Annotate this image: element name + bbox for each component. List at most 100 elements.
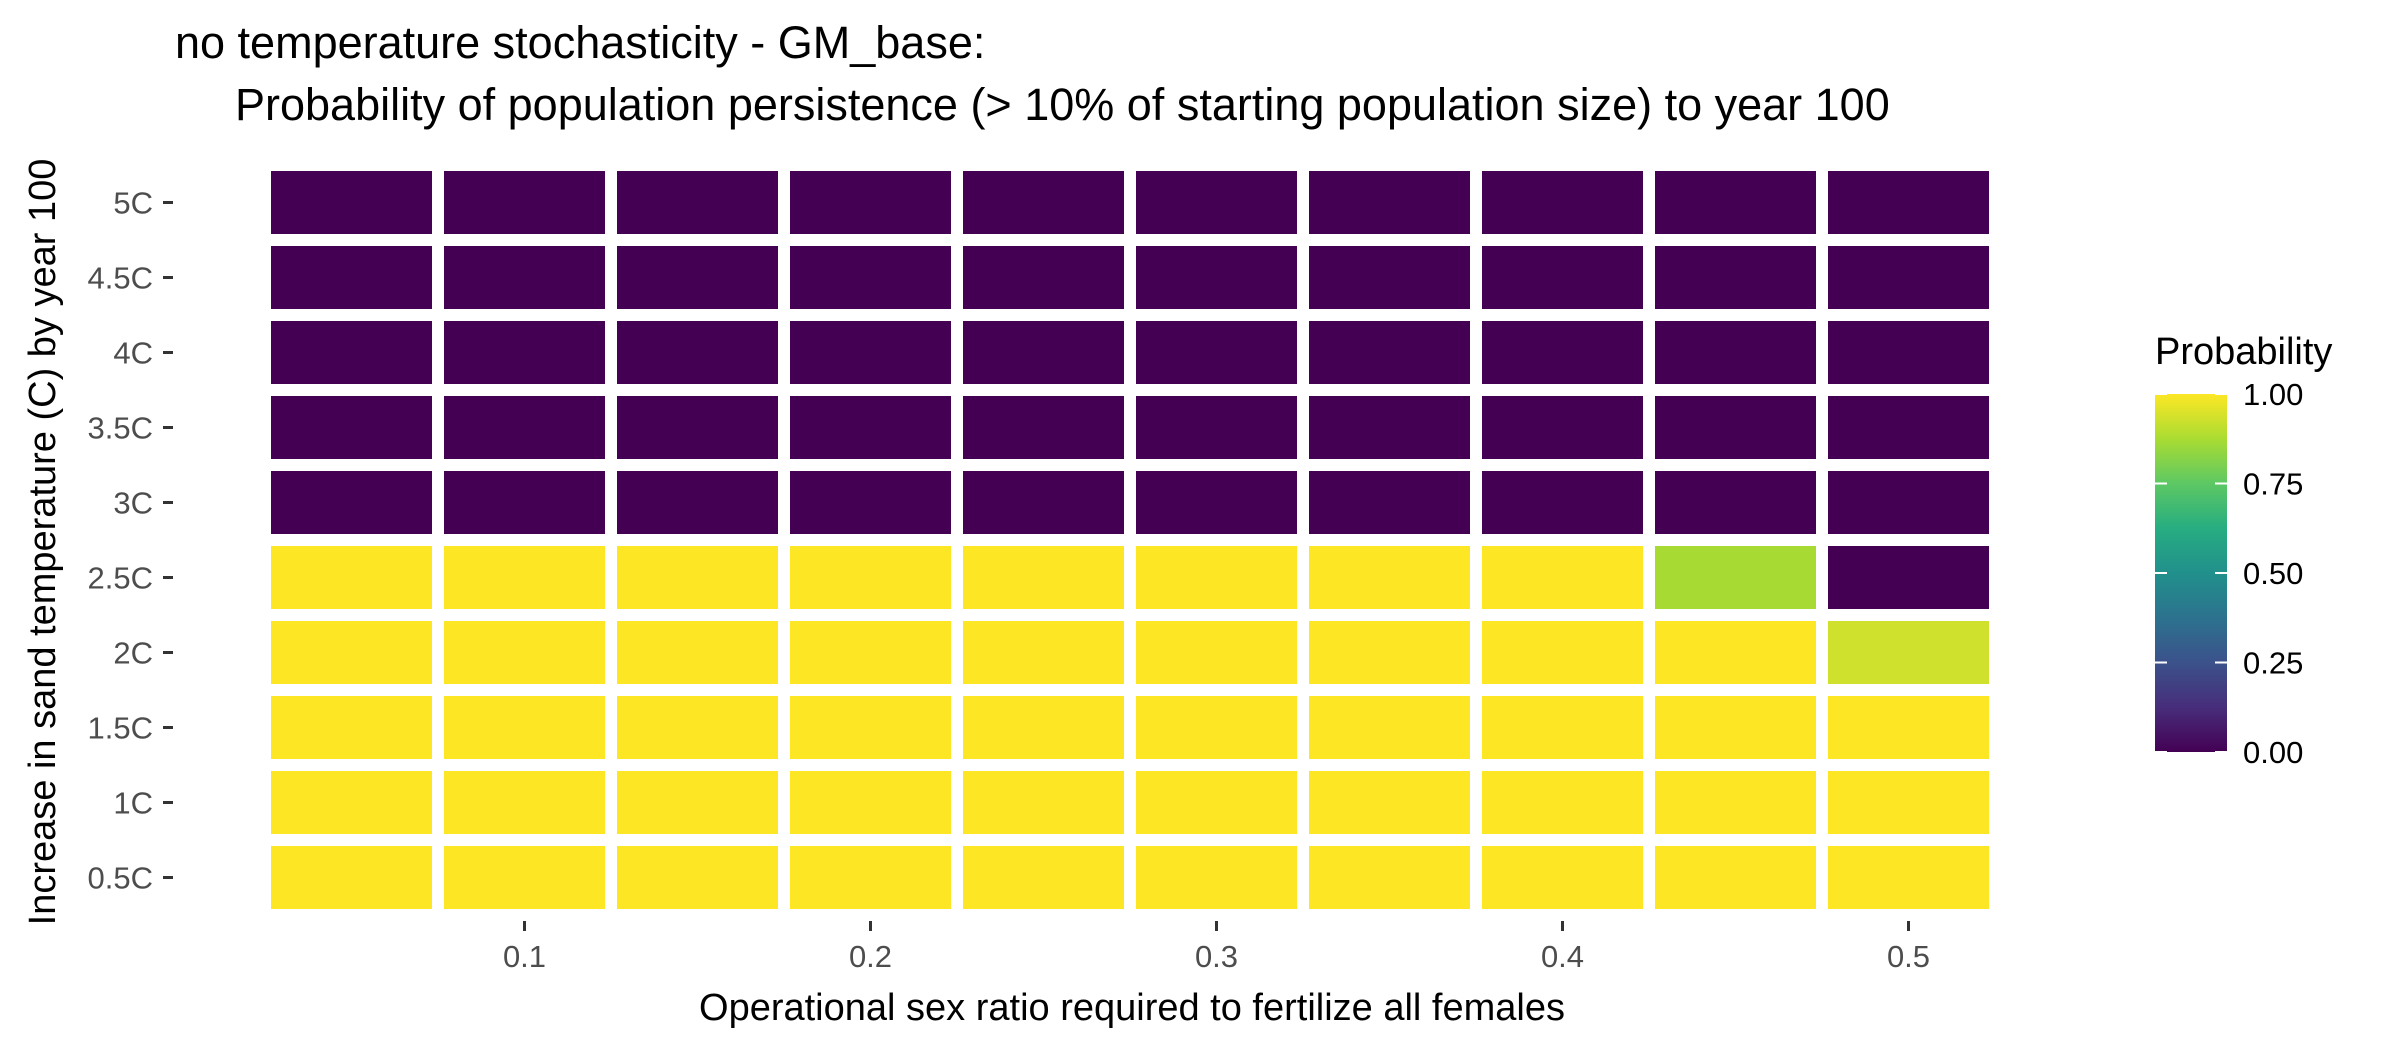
- y-tick-label: 1C: [113, 786, 153, 821]
- heatmap-tile-3C-x0.3: [1136, 471, 1297, 534]
- heatmap-tile-3C-x0.25: [963, 471, 1124, 534]
- heatmap-tile-0_5C-x0.4: [1482, 846, 1643, 909]
- heatmap-tile-1C-x0.1: [444, 771, 605, 834]
- chart-title-line2: Probability of population persistence (>…: [235, 79, 1890, 130]
- y-tick-label: 1.5C: [88, 711, 153, 746]
- y-tick-label: 3.5C: [88, 411, 153, 446]
- y-axis: 0.5C 1C 1.5C 2C 2.5C 3C 3.5C 4C 4.5C 5C: [88, 186, 173, 896]
- y-tick-label: 5C: [113, 186, 153, 221]
- heatmap-tile-1C-x0.45: [1655, 771, 1816, 834]
- heatmap-tile-1_5C-x0.4: [1482, 696, 1643, 759]
- heatmap-tile-2_5C-x0.35: [1309, 546, 1470, 609]
- heatmap-tile-2_5C-x0.15: [617, 546, 778, 609]
- heatmap-tile-1C-x0.3: [1136, 771, 1297, 834]
- x-tick-label: 0.2: [849, 939, 892, 974]
- heatmap-tile-0_5C-x0.3: [1136, 846, 1297, 909]
- heatmap-tile-4C-x0.05: [271, 321, 432, 384]
- heatmap-tile-2C-x0.15: [617, 621, 778, 684]
- heatmap-tile-1_5C-x0.3: [1136, 696, 1297, 759]
- y-tick-label: 2.5C: [88, 561, 153, 596]
- heatmap-tile-3C-x0.4: [1482, 471, 1643, 534]
- heatmap-tile-4_5C-x0.2: [790, 246, 951, 309]
- heatmap-tiles: [271, 171, 1989, 909]
- legend-tick-label: 1.00: [2243, 377, 2303, 412]
- heatmap-tile-1C-x0.35: [1309, 771, 1470, 834]
- heatmap-tile-3_5C-x0.4: [1482, 396, 1643, 459]
- heatmap-tile-0_5C-x0.5: [1828, 846, 1989, 909]
- heatmap-tile-3C-x0.45: [1655, 471, 1816, 534]
- heatmap-tile-1_5C-x0.2: [790, 696, 951, 759]
- heatmap-tile-1C-x0.5: [1828, 771, 1989, 834]
- heatmap-tile-1_5C-x0.25: [963, 696, 1124, 759]
- heatmap-tile-3C-x0.2: [790, 471, 951, 534]
- x-tick-label: 0.1: [503, 939, 546, 974]
- heatmap-tile-4C-x0.3: [1136, 321, 1297, 384]
- heatmap-tile-2C-x0.05: [271, 621, 432, 684]
- legend-title: Probability: [2155, 331, 2332, 373]
- heatmap-tile-5C-x0.5: [1828, 171, 1989, 234]
- legend-tick-label: 0.00: [2243, 735, 2303, 770]
- heatmap-tile-4C-x0.15: [617, 321, 778, 384]
- heatmap-tile-1_5C-x0.05: [271, 696, 432, 759]
- heatmap-tile-4C-x0.4: [1482, 321, 1643, 384]
- legend-tick-label: 0.25: [2243, 646, 2303, 681]
- heatmap-tile-1C-x0.25: [963, 771, 1124, 834]
- heatmap-tile-3_5C-x0.25: [963, 396, 1124, 459]
- heatmap-tile-4_5C-x0.5: [1828, 246, 1989, 309]
- heatmap-tile-4_5C-x0.1: [444, 246, 605, 309]
- heatmap-tile-1C-x0.4: [1482, 771, 1643, 834]
- heatmap-tile-3C-x0.1: [444, 471, 605, 534]
- heatmap-tile-5C-x0.2: [790, 171, 951, 234]
- heatmap-tile-4_5C-x0.35: [1309, 246, 1470, 309]
- x-tick-label: 0.4: [1541, 939, 1584, 974]
- heatmap-tile-2C-x0.3: [1136, 621, 1297, 684]
- heatmap-tile-2_5C-x0.3: [1136, 546, 1297, 609]
- heatmap-tile-4C-x0.2: [790, 321, 951, 384]
- legend-tick-label: 0.75: [2243, 467, 2303, 502]
- heatmap-tile-4C-x0.45: [1655, 321, 1816, 384]
- heatmap-tile-5C-x0.3: [1136, 171, 1297, 234]
- heatmap-tile-3C-x0.15: [617, 471, 778, 534]
- heatmap-tile-0_5C-x0.1: [444, 846, 605, 909]
- heatmap-tile-0_5C-x0.2: [790, 846, 951, 909]
- heatmap-tile-2C-x0.35: [1309, 621, 1470, 684]
- heatmap-tile-3C-x0.05: [271, 471, 432, 534]
- heatmap-tile-5C-x0.1: [444, 171, 605, 234]
- heatmap-tile-3_5C-x0.45: [1655, 396, 1816, 459]
- heatmap-tile-1_5C-x0.1: [444, 696, 605, 759]
- heatmap-tile-3_5C-x0.05: [271, 396, 432, 459]
- heatmap-tile-4_5C-x0.25: [963, 246, 1124, 309]
- heatmap-tile-0_5C-x0.25: [963, 846, 1124, 909]
- legend-tick-label: 0.50: [2243, 556, 2303, 591]
- y-tick-label: 0.5C: [88, 861, 153, 896]
- heatmap-tile-1C-x0.15: [617, 771, 778, 834]
- heatmap-tile-1_5C-x0.35: [1309, 696, 1470, 759]
- heatmap-tile-5C-x0.05: [271, 171, 432, 234]
- heatmap-tile-4_5C-x0.3: [1136, 246, 1297, 309]
- heatmap-tile-2_5C-x0.25: [963, 546, 1124, 609]
- heatmap-tile-3_5C-x0.35: [1309, 396, 1470, 459]
- heatmap-tile-2_5C-x0.5: [1828, 546, 1989, 609]
- heatmap-tile-2_5C-x0.45: [1655, 546, 1816, 609]
- chart-title-line1: no temperature stochasticity - GM_base:: [175, 17, 985, 68]
- heatmap-tile-4_5C-x0.45: [1655, 246, 1816, 309]
- heatmap-tile-5C-x0.15: [617, 171, 778, 234]
- y-tick-label: 4C: [113, 336, 153, 371]
- heatmap-tile-5C-x0.25: [963, 171, 1124, 234]
- x-tick-label: 0.3: [1195, 939, 1238, 974]
- heatmap-tile-4C-x0.25: [963, 321, 1124, 384]
- x-tick-label: 0.5: [1887, 939, 1930, 974]
- y-tick-label: 2C: [113, 636, 153, 671]
- heatmap-tile-2C-x0.4: [1482, 621, 1643, 684]
- heatmap-tile-2C-x0.1: [444, 621, 605, 684]
- heatmap-tile-3_5C-x0.15: [617, 396, 778, 459]
- heatmap-tile-4C-x0.1: [444, 321, 605, 384]
- heatmap-tile-4_5C-x0.15: [617, 246, 778, 309]
- legend: Probability 0.00 0.25 0.50 0.75 1.00: [2155, 331, 2332, 770]
- heatmap-tile-3_5C-x0.1: [444, 396, 605, 459]
- heatmap-tile-2C-x0.25: [963, 621, 1124, 684]
- heatmap-tile-0_5C-x0.15: [617, 846, 778, 909]
- heatmap-tile-4C-x0.5: [1828, 321, 1989, 384]
- heatmap-tile-2_5C-x0.4: [1482, 546, 1643, 609]
